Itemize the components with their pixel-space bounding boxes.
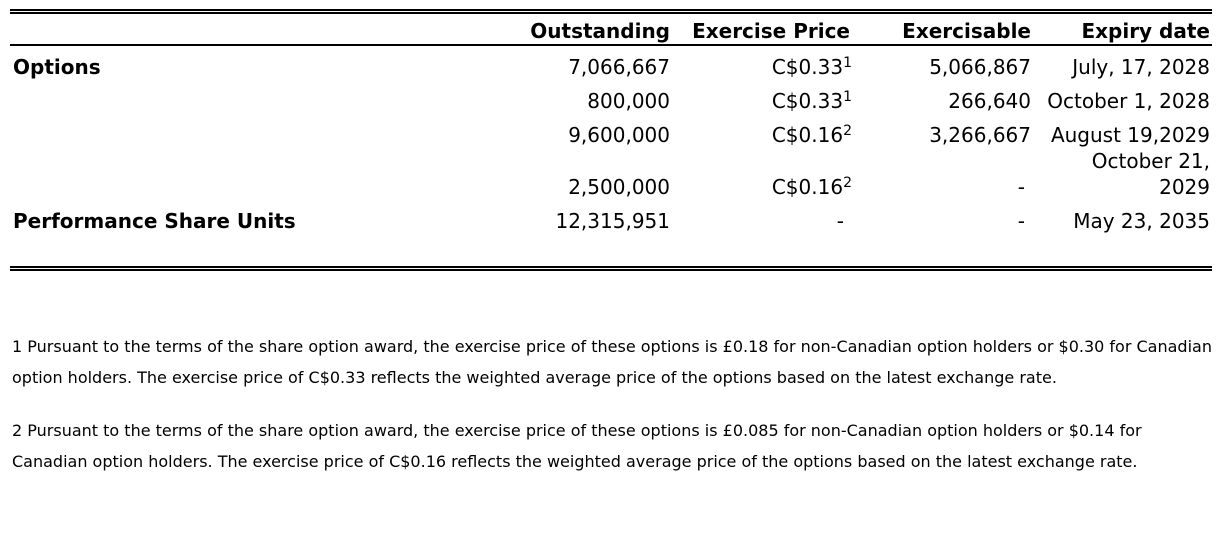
footnotes: 1 Pursuant to the terms of the share opt… (12, 332, 1217, 500)
column-header (10, 11, 510, 46)
cell: October 21, 2029 (1091, 149, 1210, 199)
cell: 800,000 (587, 89, 670, 113)
price-cell: C$0.162 (672, 148, 852, 200)
cell: - (1017, 209, 1025, 233)
cell: May 23, 2035 (1073, 209, 1210, 233)
footnote-ref: 2 (843, 175, 852, 191)
footnote-ref: 2 (843, 123, 852, 139)
table-body: Options 7,066,667 C$0.331 5,066,867 July, 17… (10, 45, 1212, 242)
cell: - (1017, 175, 1025, 199)
column-header: Exercisable (852, 11, 1033, 46)
cell: 12,315,951 (555, 209, 670, 233)
footnote: 2 Pursuant to the terms of the share opt… (12, 416, 1217, 477)
empty-cell (10, 114, 510, 148)
column-header: Outstanding (510, 11, 672, 46)
column-header: Exercise Price (672, 11, 852, 46)
price: C$0.16 (771, 123, 844, 147)
table-row: 800,000 C$0.331 266,640 October 1, 2028 (10, 80, 1212, 114)
table-row: 2,500,000 C$0.162- October 21, 2029 (10, 148, 1212, 200)
column-header: Expiry date (1033, 11, 1212, 46)
empty-cell (10, 148, 510, 200)
bottom-rule (10, 266, 1212, 271)
footnote: 1 Pursuant to the terms of the share opt… (12, 332, 1217, 393)
footnote-ref: 1 (843, 89, 852, 105)
empty-cell (10, 80, 510, 114)
price: C$0.33 (771, 89, 844, 113)
cell: 9,600,000 (568, 123, 670, 147)
table-row: Options 7,066,667 C$0.331 5,066,867 July, 17… (10, 45, 1212, 80)
price: C$0.33 (771, 55, 844, 79)
cell: - (836, 209, 844, 233)
footnote-ref: 1 (843, 55, 852, 71)
footnote-text: Pursuant to the terms of the share optio… (12, 421, 1142, 471)
options-table: Outstanding Exercise Price Exercisable Expi… (10, 9, 1212, 242)
footnote-text: Pursuant to the terms of the share optio… (12, 337, 1212, 387)
table-row: Performance Share Units 12,315,951 - - May 2… (10, 200, 1212, 242)
price-cell: C$0.162 (672, 114, 852, 148)
table-row: 9,600,000 C$0.162 3,266,667 August 19,2029 (10, 114, 1212, 148)
cell: 3,266,667 (929, 123, 1031, 147)
cell: July, 17, 2028 (1072, 55, 1210, 79)
cell: 5,066,867 (929, 55, 1031, 79)
cell: October 1, 2028 (1047, 89, 1210, 113)
cell: 7,066,667 (568, 55, 670, 79)
cell: 266,640 (948, 89, 1031, 113)
table-wrap: Outstanding Exercise Price Exercisable Expi… (10, 9, 1212, 242)
row-label: Options (13, 55, 101, 79)
price: C$0.16 (771, 175, 844, 199)
footnote-number: 2 (12, 421, 23, 440)
row-label: Performance Share Units (13, 209, 296, 233)
price-cell: C$0.331 (672, 80, 852, 114)
cell: 2,500,000 (568, 175, 670, 199)
header-row: Outstanding Exercise Price Exercisable Expi… (10, 11, 1212, 46)
price-cell: C$0.331 (672, 45, 852, 80)
cell: August 19,2029 (1050, 123, 1210, 147)
footnote-number: 1 (12, 337, 23, 356)
